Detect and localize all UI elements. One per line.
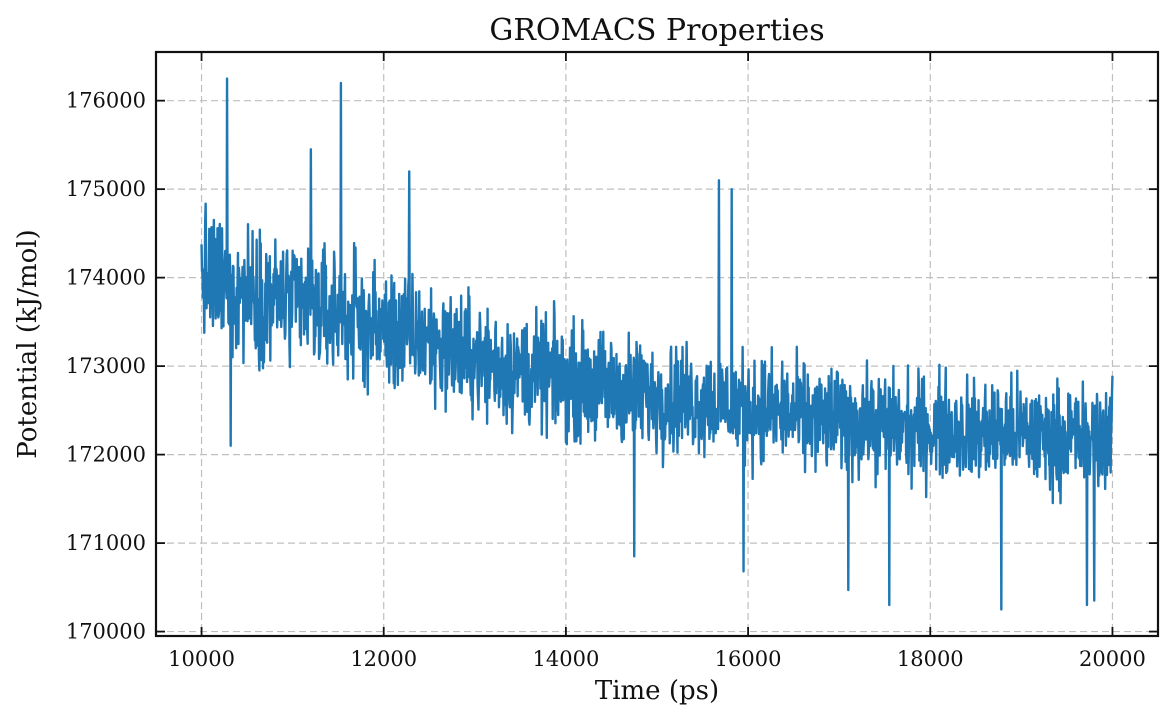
- x-tick-label: 16000: [715, 647, 782, 671]
- chart-title: GROMACS Properties: [489, 13, 824, 48]
- x-axis-label: Time (ps): [595, 676, 719, 706]
- y-tick-label: 173000: [66, 354, 146, 378]
- plot-frame: [154, 50, 1160, 638]
- grid: [156, 52, 1158, 636]
- ticks: 10000 12000 14000 16000 18000 20000 170000 1710…: [66, 52, 1158, 671]
- x-tick-label: 10000: [168, 647, 235, 671]
- x-tick-label: 12000: [350, 647, 417, 671]
- series-layer: [200, 77, 1114, 611]
- y-tick-label: 172000: [66, 443, 146, 467]
- x-tick-label: 20000: [1079, 647, 1146, 671]
- x-tick-label: 18000: [897, 647, 964, 671]
- potential-series-line: [200, 77, 1114, 611]
- y-tick-label: 170000: [66, 620, 146, 644]
- x-tick-label: 14000: [533, 647, 600, 671]
- y-axis-label: Potential (kJ/mol): [13, 229, 43, 458]
- y-tick-label: 175000: [66, 177, 146, 201]
- y-tick-label: 174000: [66, 266, 146, 290]
- y-tick-label: 171000: [66, 531, 146, 555]
- y-tick-label: 176000: [66, 89, 146, 113]
